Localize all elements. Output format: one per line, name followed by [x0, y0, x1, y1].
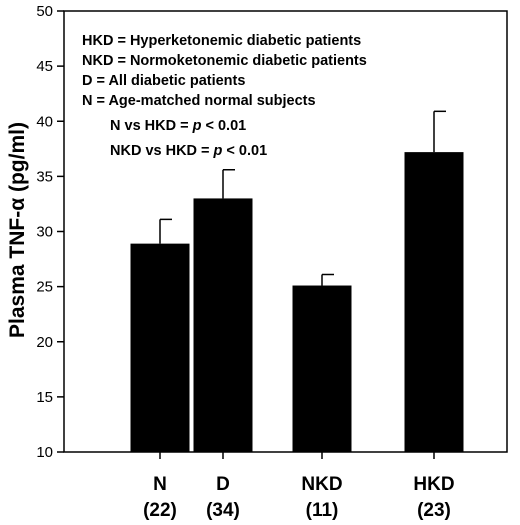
- y-tick-label: 10: [36, 444, 53, 461]
- annotation-n-vs-hkd-prefix: N vs HKD =: [110, 118, 193, 134]
- annotation-nkd-vs-hkd: NKD vs HKD = p < 0.01: [110, 143, 267, 159]
- y-tick-label: 45: [36, 58, 53, 75]
- annotation-nkd-vs-hkd-prefix: NKD vs HKD =: [110, 143, 214, 159]
- legend-line-hkd: HKD = Hyperketonemic diabetic patients: [82, 33, 361, 49]
- x-count-label-n: (22): [143, 500, 177, 521]
- annotation-nkd-vs-hkd-suffix: < 0.01: [222, 143, 267, 159]
- chart-axes: 10 15 20 25 30 35 40 45 50 N (22) D (34) NKD (11) HKD (2…: [36, 3, 508, 521]
- bar-hkd: [404, 152, 464, 452]
- y-tick-label: 30: [36, 224, 53, 241]
- annotation-n-vs-hkd-suffix: < 0.01: [201, 118, 246, 134]
- y-tick-label: 50: [36, 3, 53, 20]
- annotation-n-vs-hkd: N vs HKD = p < 0.01: [110, 118, 246, 134]
- y-axis-label: Plasma TNF-α (pg/ml): [6, 122, 29, 338]
- chart-bars: [130, 110, 464, 452]
- y-tick-label: 35: [36, 168, 53, 185]
- x-tick-label-nkd: NKD: [301, 474, 342, 495]
- bar-n: [130, 243, 190, 452]
- legend-line-nkd: NKD = Normoketonemic diabetic patients: [82, 53, 367, 69]
- y-tick-label: 25: [36, 279, 53, 296]
- x-tick-label-n: N: [153, 474, 167, 495]
- x-count-label-hkd: (23): [417, 500, 451, 521]
- chart-legend: HKD = Hyperketonemic diabetic patients N…: [82, 33, 367, 159]
- annotation-nkd-vs-hkd-p: p: [213, 143, 223, 159]
- y-tick-label: 40: [36, 113, 53, 130]
- y-tick-label: 20: [36, 334, 53, 351]
- x-count-label-nkd: (11): [306, 500, 339, 521]
- x-count-label-d: (34): [206, 500, 240, 521]
- bar-nkd: [292, 285, 352, 452]
- annotation-n-vs-hkd-p: p: [192, 118, 202, 134]
- x-tick-label-d: D: [216, 474, 230, 495]
- bar-d: [193, 198, 253, 452]
- x-tick-label-hkd: HKD: [413, 474, 454, 495]
- y-tick-label: 15: [36, 389, 53, 406]
- legend-line-d: D = All diabetic patients: [82, 73, 245, 89]
- legend-line-n: N = Age-matched normal subjects: [82, 93, 316, 109]
